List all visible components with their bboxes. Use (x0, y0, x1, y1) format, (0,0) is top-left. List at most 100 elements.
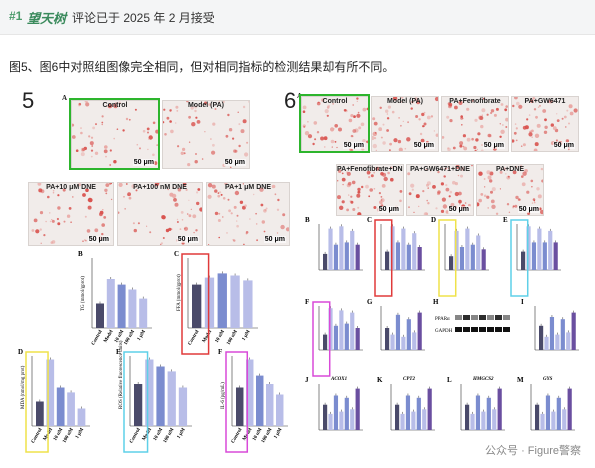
lipid-droplet (460, 174, 463, 178)
lipid-droplet (533, 201, 536, 204)
chart-bar (333, 395, 339, 430)
chart-ylabel: TG (mmol/gprot) (81, 276, 86, 311)
lipid-droplet (89, 141, 94, 146)
chart-bar (395, 242, 401, 270)
lipid-droplet (487, 207, 489, 209)
chart-bar (339, 411, 344, 430)
lipid-droplet (481, 114, 483, 116)
lipid-droplet (264, 209, 267, 212)
lipid-droplet (217, 219, 221, 222)
lipid-droplet (477, 132, 481, 136)
lipid-droplet (440, 209, 445, 213)
chart-bar (355, 388, 360, 430)
lipid-droplet (374, 137, 377, 140)
lipid-droplet (326, 114, 329, 117)
lipid-droplet (480, 193, 484, 196)
lipid-droplet (332, 103, 334, 105)
lipid-droplet (373, 206, 377, 209)
lipid-droplet (84, 215, 87, 218)
lipid-droplet (226, 232, 228, 234)
fig6-gw6471-dne-image: PA+GW6471+DNE 50 μm (406, 164, 474, 216)
lipid-droplet (233, 149, 237, 153)
lipid-droplet (356, 193, 361, 198)
lipid-droplet (88, 135, 91, 138)
lipid-droplet (78, 104, 80, 107)
chart-bar (454, 230, 459, 270)
comment-user[interactable]: 望天树 (27, 11, 67, 26)
lipid-droplet (183, 226, 189, 231)
blot-label: GAPDH (435, 329, 453, 334)
lipid-droplet (91, 145, 94, 147)
fig5-dne10-image: PA+10 μM DNE 50 μm (28, 182, 114, 246)
lipid-droplet (152, 153, 155, 157)
lipid-droplet (331, 146, 333, 148)
lipid-droplet (256, 239, 258, 242)
lipid-droplet (461, 124, 463, 126)
lipid-droplet (217, 192, 220, 194)
lipid-droplet (188, 214, 192, 218)
lipid-droplet (316, 131, 320, 134)
lipid-droplet (483, 97, 485, 100)
chart-bar (117, 284, 126, 328)
lipid-droplet (480, 124, 484, 129)
lipid-droplet (507, 175, 510, 178)
lipid-droplet (197, 188, 201, 191)
chart-letter: C (174, 250, 179, 258)
lipid-droplet (101, 121, 104, 124)
lipid-droplet (378, 127, 383, 132)
lipid-droplet (136, 143, 139, 146)
lipid-droplet (338, 127, 342, 132)
lipid-droplet (350, 134, 354, 138)
fig6-bar-charts: B C D E F G H PPARα GAPDH I ACOX1 J CPT2 K HMGCS2 L GYS M (305, 216, 579, 431)
lipid-droplet (550, 123, 554, 127)
chart-bar (555, 334, 560, 350)
cell-texture (118, 183, 202, 245)
lipid-droplet (94, 151, 99, 155)
lipid-droplet (105, 155, 107, 158)
chart-highlight-frame (25, 351, 49, 453)
lipid-droplet (240, 129, 245, 134)
lipid-droplet (341, 200, 345, 204)
lipid-droplet (368, 176, 371, 179)
lipid-droplet (80, 131, 83, 135)
chart-bar (521, 251, 526, 270)
lipid-droplet (324, 109, 329, 114)
lipid-droplet (448, 167, 450, 169)
chart-bar (128, 289, 137, 328)
lipid-droplet (304, 131, 310, 136)
lipid-droplet (134, 108, 137, 111)
chart-tick-label: 1 μM (273, 427, 283, 440)
lipid-droplet (220, 193, 223, 196)
lipid-droplet (471, 165, 473, 167)
lipid-droplet (415, 194, 420, 199)
lipid-droplet (260, 203, 264, 207)
lipid-droplet (190, 208, 192, 210)
lipid-droplet (346, 171, 351, 176)
lipid-droplet (414, 97, 418, 101)
blot-band (455, 315, 462, 320)
chart-bar (67, 392, 75, 426)
chart-bar (36, 401, 44, 426)
lipid-droplet (419, 132, 423, 136)
lipid-droplet (231, 186, 233, 188)
chart-bar (56, 387, 65, 426)
lipid-droplet (382, 172, 387, 177)
lipid-droplet (427, 202, 430, 205)
lipid-droplet (513, 131, 517, 135)
lipid-droplet (444, 167, 447, 170)
lipid-droplet (229, 166, 232, 168)
chart-ylabel: MDA (nmol/mg prot) (21, 365, 26, 409)
lipid-droplet (568, 122, 570, 125)
lipid-droplet (127, 192, 131, 197)
lipid-droplet (37, 183, 42, 186)
lipid-droplet (387, 105, 391, 109)
chart-letter: J (305, 376, 309, 384)
lipid-droplet (125, 117, 129, 121)
lipid-droplet (330, 127, 335, 132)
chart-ylabel: FFA (mmol/gprot) (177, 274, 182, 311)
cell-texture (163, 101, 249, 168)
fig5-control-highlight (69, 98, 160, 170)
blot-band (495, 327, 502, 332)
lipid-droplet (110, 198, 113, 201)
chart-bar (545, 395, 551, 430)
